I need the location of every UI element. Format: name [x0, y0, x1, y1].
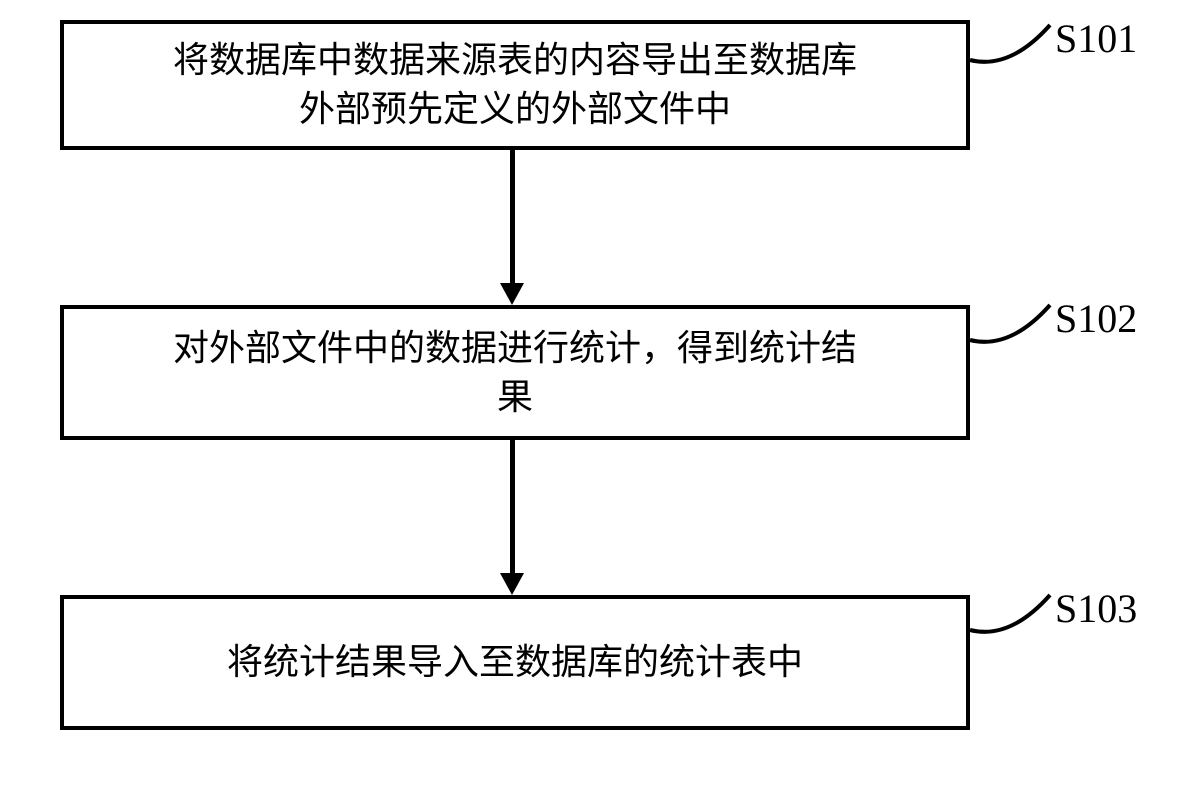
step-box-s101: 将数据库中数据来源表的内容导出至数据库 外部预先定义的外部文件中 [60, 20, 970, 150]
step-text-s102: 对外部文件中的数据进行统计，得到统计结 果 [173, 324, 857, 421]
step-label-s101: S101 [1055, 15, 1137, 62]
leader-curve-s103 [965, 585, 1060, 645]
step-box-s102: 对外部文件中的数据进行统计，得到统计结 果 [60, 305, 970, 440]
leader-curve-s102 [965, 295, 1060, 355]
step-box-s103: 将统计结果导入至数据库的统计表中 [60, 595, 970, 730]
step-label-s102: S102 [1055, 295, 1137, 342]
step-label-s103: S103 [1055, 585, 1137, 632]
arrow-s101-s102-head [500, 283, 524, 305]
step-text-s101: 将数据库中数据来源表的内容导出至数据库 外部预先定义的外部文件中 [173, 36, 857, 133]
flowchart-container: 将数据库中数据来源表的内容导出至数据库 外部预先定义的外部文件中 S101 对外… [0, 0, 1193, 793]
step-text-s103: 将统计结果导入至数据库的统计表中 [227, 638, 803, 687]
leader-curve-s101 [965, 15, 1060, 75]
arrow-s102-s103-head [500, 573, 524, 595]
arrow-s101-s102-line [510, 150, 515, 283]
arrow-s102-s103-line [510, 440, 515, 573]
